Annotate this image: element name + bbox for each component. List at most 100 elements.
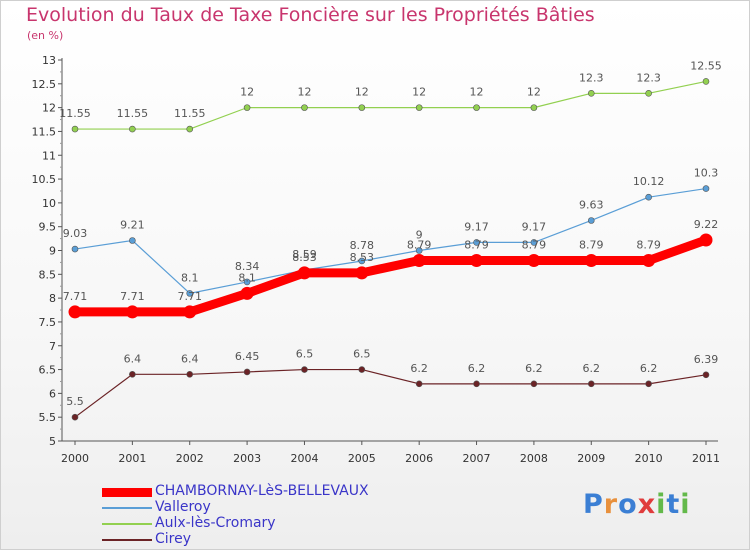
data-label: 6.2 — [468, 362, 486, 375]
data-point — [301, 366, 308, 373]
data-point — [415, 247, 423, 254]
y-tick-label: 12.5 — [32, 78, 57, 91]
data-label: 8.53 — [292, 251, 317, 264]
y-tick-label: 7.5 — [39, 316, 57, 329]
data-label: 9.03 — [63, 227, 88, 240]
data-point — [470, 254, 484, 268]
data-label: 6.2 — [410, 362, 428, 375]
y-tick-label: 10.5 — [32, 173, 57, 186]
data-label: 6.2 — [640, 362, 658, 375]
data-label: 11.55 — [117, 107, 149, 120]
data-label: 8.79 — [464, 239, 489, 252]
data-point — [129, 125, 136, 133]
data-point — [358, 257, 366, 265]
data-point — [645, 193, 652, 201]
data-label: 8.79 — [636, 239, 661, 252]
legend-label: Cirey — [155, 531, 192, 547]
data-label: 8.53 — [350, 251, 375, 264]
series-line — [74, 368, 707, 418]
data-label: 11.55 — [59, 107, 91, 120]
data-label: 6.4 — [124, 352, 142, 365]
data-point — [243, 368, 251, 376]
data-point — [301, 104, 308, 111]
data-label: 9.22 — [694, 218, 719, 231]
y-tick-label: 11.5 — [32, 125, 57, 138]
logo-letter: x — [637, 489, 657, 520]
data-label: 8.79 — [579, 239, 604, 252]
data-label: 8.59 — [292, 248, 317, 261]
data-point — [587, 217, 595, 224]
series-3 — [71, 78, 710, 133]
data-label: 6.2 — [525, 362, 543, 375]
legend-swatch — [102, 523, 152, 525]
data-point — [186, 371, 194, 378]
y-axis-unit-label: (en %) — [27, 29, 64, 42]
data-point — [358, 104, 366, 111]
data-point — [129, 237, 136, 244]
data-point — [243, 104, 251, 111]
data-label: 6.4 — [181, 352, 199, 365]
series-line — [70, 235, 711, 317]
data-label: 6.39 — [694, 353, 719, 366]
data-point — [71, 413, 79, 421]
y-tick-label: 13 — [42, 54, 56, 67]
data-point — [645, 90, 652, 97]
logo-letter: i — [680, 489, 691, 520]
data-point — [473, 380, 480, 388]
x-tick-label: 2008 — [520, 452, 548, 465]
legend-label: Valleroy — [155, 499, 211, 515]
data-label: 12 — [240, 86, 254, 99]
data-label: 6.5 — [296, 348, 314, 361]
logo-letter: i — [656, 489, 667, 520]
legend-swatch — [102, 539, 152, 541]
data-label: 8.79 — [407, 239, 432, 252]
y-tick-label: 7 — [49, 340, 56, 353]
data-label: 12 — [470, 86, 484, 99]
data-point — [415, 380, 423, 388]
x-tick-label: 2004 — [290, 452, 318, 465]
data-label: 9.17 — [464, 220, 489, 233]
legend-label: CHAMBORNAY-LèS-BELLEVAUX — [155, 483, 369, 499]
proxiti-logo: Proxiti — [583, 489, 691, 520]
legend-swatch — [102, 507, 152, 509]
data-label: 9.63 — [579, 198, 604, 211]
y-tick-label: 12 — [42, 102, 56, 115]
axes: 55.566.577.588.599.51010.51111.51212.513… — [32, 54, 721, 465]
data-label: 11.55 — [174, 107, 206, 120]
data-point — [129, 371, 136, 378]
data-point — [530, 104, 538, 111]
data-point — [584, 254, 598, 268]
data-point — [412, 254, 426, 268]
data-label: 12.3 — [636, 71, 661, 84]
data-label: 12 — [297, 86, 311, 99]
data-point — [183, 305, 197, 319]
y-tick-label: 9 — [49, 245, 56, 258]
data-label: 10.12 — [633, 175, 665, 188]
data-label: 6.45 — [235, 350, 260, 363]
logo-letter: P — [583, 489, 604, 520]
data-label: 6.5 — [353, 348, 371, 361]
data-label: 8.78 — [350, 239, 375, 252]
data-point — [297, 266, 311, 280]
series-1 — [68, 233, 713, 319]
data-point — [530, 239, 538, 246]
data-label: 8.34 — [235, 260, 260, 273]
y-tick-label: 8.5 — [39, 268, 57, 281]
data-point — [587, 90, 595, 97]
data-label: 8.1 — [181, 271, 199, 284]
data-point — [473, 239, 480, 246]
data-label: 12 — [412, 86, 426, 99]
data-point — [699, 233, 713, 247]
data-point — [71, 245, 79, 253]
series-line — [74, 80, 707, 130]
x-tick-label: 2009 — [577, 452, 605, 465]
x-tick-label: 2010 — [635, 452, 663, 465]
data-point — [186, 290, 194, 297]
series-layer — [68, 78, 713, 421]
series-4 — [71, 366, 710, 421]
x-tick-label: 2005 — [348, 452, 376, 465]
data-label: 5.5 — [66, 395, 84, 408]
y-tick-label: 6 — [49, 387, 56, 400]
